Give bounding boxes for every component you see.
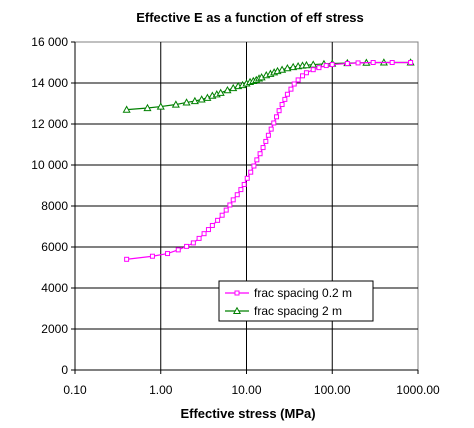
data-point: [302, 60, 311, 69]
data-point: [149, 253, 155, 259]
y-tick-label: 14 000: [31, 76, 68, 90]
data-point: [300, 73, 306, 79]
data-point: [271, 120, 277, 126]
data-point: [344, 61, 350, 67]
data-point: [260, 145, 266, 151]
data-point: [282, 96, 288, 102]
data-point: [229, 83, 238, 92]
x-axis-label: Effective stress (MPa): [180, 406, 315, 421]
legend-box: [218, 280, 374, 322]
data-point: [165, 251, 171, 257]
data-point: [257, 151, 263, 157]
x-tick-label: 100.00: [314, 383, 351, 397]
data-point: [122, 105, 131, 113]
x-tick-label: 1000.00: [396, 383, 440, 397]
y-tick-label: 8000: [41, 199, 68, 213]
data-point: [276, 108, 282, 114]
data-point: [223, 207, 229, 213]
data-point: [244, 175, 250, 181]
data-point: [241, 181, 247, 187]
data-point: [227, 202, 233, 208]
data-point: [288, 86, 294, 92]
data-point: [175, 247, 181, 253]
legend-label: frac spacing 2 m: [254, 304, 342, 318]
data-point: [230, 197, 236, 203]
axis-layer: 0 2000 4000 6000 8000 10 000 12 000 14 000 16 00…: [31, 35, 440, 397]
x-tick-label: 10.00: [231, 383, 261, 397]
data-point: [389, 60, 395, 65]
data-point: [156, 102, 165, 110]
y-tick-label: 6000: [41, 240, 68, 254]
data-point: [197, 95, 206, 103]
data-point: [190, 240, 196, 246]
data-point: [209, 222, 215, 228]
y-tick-label: 4000: [41, 281, 68, 295]
legend-marker: [232, 306, 242, 315]
data-point: [238, 187, 244, 193]
data-point: [263, 138, 269, 144]
data-point: [355, 60, 361, 66]
data-point: [310, 67, 316, 73]
data-point: [283, 64, 292, 72]
data-point: [291, 81, 297, 87]
data-point: [248, 169, 254, 175]
data-point: [254, 157, 260, 163]
data-point: [316, 65, 322, 71]
data-point: [251, 163, 257, 169]
data-point: [295, 77, 301, 83]
data-point: [205, 227, 211, 233]
data-point: [268, 126, 274, 132]
data-point: [279, 102, 285, 108]
data-point: [370, 60, 376, 65]
data-point: [284, 91, 290, 97]
data-point: [219, 212, 225, 218]
data-point: [329, 62, 335, 68]
data-point: [190, 96, 199, 105]
series-frac-spacing-0-2m: [124, 60, 414, 262]
y-tick-label: 16 000: [31, 35, 68, 49]
y-tick-label: 2000: [41, 322, 68, 336]
y-tick-label: 0: [61, 363, 68, 377]
data-point: [201, 231, 207, 237]
y-tick-label: 12 000: [31, 117, 68, 131]
data-point: [265, 132, 271, 138]
y-tick-label: 10 000: [31, 158, 68, 172]
series-layer: [122, 58, 415, 262]
x-tick-label: 1.00: [149, 383, 173, 397]
data-point: [274, 114, 280, 120]
data-point: [171, 100, 180, 108]
legend-marker: [234, 290, 240, 296]
legend-label: frac spacing 0.2 m: [254, 286, 352, 300]
legend: frac spacing 0.2 m frac spacing 2 m: [218, 280, 374, 322]
data-point: [203, 93, 212, 101]
data-point: [124, 256, 130, 262]
data-point: [196, 235, 202, 241]
data-point: [216, 88, 225, 96]
data-point: [303, 70, 309, 76]
data-point: [408, 60, 414, 65]
data-point: [223, 85, 232, 94]
data-point: [323, 63, 329, 69]
data-point: [234, 192, 240, 198]
x-tick-label: 0.10: [63, 383, 87, 397]
data-point: [309, 60, 318, 68]
chart-title: Effective E as a function of eff stress: [136, 10, 364, 25]
data-point: [184, 243, 190, 249]
data-point: [143, 103, 152, 112]
data-point: [182, 98, 191, 106]
data-point: [215, 217, 221, 223]
